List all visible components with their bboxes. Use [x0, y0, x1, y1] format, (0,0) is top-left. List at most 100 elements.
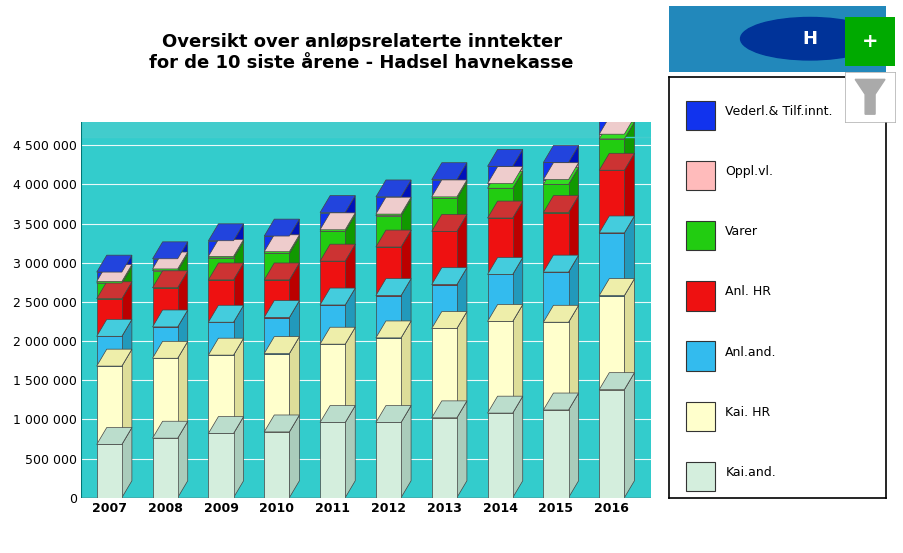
Bar — [432, 231, 456, 285]
Polygon shape — [320, 213, 355, 230]
Bar — [97, 281, 122, 283]
Polygon shape — [153, 341, 188, 358]
Text: H: H — [802, 30, 816, 48]
Bar — [264, 252, 289, 253]
Polygon shape — [289, 337, 299, 432]
Bar — [685, 101, 713, 130]
Polygon shape — [153, 242, 188, 259]
Polygon shape — [568, 196, 578, 272]
Polygon shape — [122, 282, 132, 336]
Bar — [543, 212, 568, 272]
Polygon shape — [320, 244, 355, 261]
Bar — [685, 342, 713, 371]
Text: Oppl.vl.: Oppl.vl. — [724, 165, 772, 178]
Polygon shape — [512, 258, 522, 321]
Bar — [376, 338, 401, 422]
Polygon shape — [624, 153, 634, 233]
Polygon shape — [97, 264, 132, 281]
Polygon shape — [97, 266, 132, 283]
Bar — [376, 247, 401, 295]
Bar — [487, 274, 512, 321]
Bar — [320, 230, 345, 231]
Polygon shape — [512, 149, 522, 184]
Bar — [487, 413, 512, 498]
Bar — [685, 221, 713, 251]
Polygon shape — [487, 149, 522, 166]
Bar — [209, 280, 233, 322]
Polygon shape — [568, 168, 578, 212]
Bar — [320, 261, 345, 305]
Polygon shape — [122, 349, 132, 445]
Polygon shape — [178, 242, 188, 269]
Text: Varer: Varer — [724, 225, 758, 238]
Text: Vederl.& Tilf.innt.: Vederl.& Tilf.innt. — [724, 105, 832, 118]
Polygon shape — [178, 341, 188, 438]
Polygon shape — [122, 255, 132, 281]
Polygon shape — [122, 266, 132, 299]
Polygon shape — [456, 181, 466, 231]
Bar — [599, 116, 624, 134]
Polygon shape — [345, 327, 355, 422]
Bar — [487, 188, 512, 218]
Bar — [685, 161, 713, 190]
Polygon shape — [599, 373, 634, 389]
Polygon shape — [568, 255, 578, 322]
Polygon shape — [432, 180, 466, 197]
Polygon shape — [153, 254, 188, 270]
Polygon shape — [432, 311, 466, 328]
Polygon shape — [401, 197, 411, 216]
Polygon shape — [487, 171, 522, 188]
Polygon shape — [543, 305, 578, 322]
Bar — [432, 197, 456, 199]
Bar — [264, 317, 289, 353]
Bar — [91, 498, 638, 506]
Bar — [376, 295, 401, 338]
Polygon shape — [487, 305, 522, 321]
Polygon shape — [401, 279, 411, 338]
Polygon shape — [568, 305, 578, 410]
Polygon shape — [624, 373, 634, 498]
Circle shape — [740, 18, 879, 60]
Bar — [264, 432, 289, 498]
Polygon shape — [233, 416, 243, 498]
Polygon shape — [209, 239, 243, 257]
Polygon shape — [209, 263, 243, 280]
Polygon shape — [376, 180, 411, 197]
Bar — [599, 170, 624, 233]
Bar — [153, 327, 178, 358]
Bar — [543, 163, 568, 180]
Bar — [320, 212, 345, 230]
Polygon shape — [233, 241, 243, 280]
Polygon shape — [233, 239, 243, 258]
Polygon shape — [401, 230, 411, 295]
Bar — [81, 107, 628, 137]
Polygon shape — [178, 271, 188, 327]
Bar — [685, 401, 713, 431]
Polygon shape — [320, 405, 355, 422]
Bar — [487, 218, 512, 274]
Polygon shape — [178, 310, 188, 358]
Text: +: + — [861, 32, 878, 51]
Bar — [599, 134, 624, 139]
Polygon shape — [376, 279, 411, 295]
Polygon shape — [624, 216, 634, 295]
Polygon shape — [345, 213, 355, 231]
Bar — [320, 305, 345, 344]
Bar — [209, 241, 233, 257]
Bar — [320, 422, 345, 498]
Bar — [487, 321, 512, 413]
Bar — [376, 197, 401, 214]
Bar — [599, 139, 624, 170]
Polygon shape — [376, 199, 411, 216]
Bar — [264, 236, 289, 252]
Polygon shape — [376, 321, 411, 338]
Polygon shape — [599, 216, 634, 233]
Polygon shape — [401, 199, 411, 247]
Bar — [543, 410, 568, 498]
Polygon shape — [512, 171, 522, 218]
Text: Anl. HR: Anl. HR — [724, 285, 770, 298]
Polygon shape — [376, 405, 411, 422]
Polygon shape — [233, 263, 243, 322]
Bar — [264, 353, 289, 432]
Bar — [153, 270, 178, 288]
